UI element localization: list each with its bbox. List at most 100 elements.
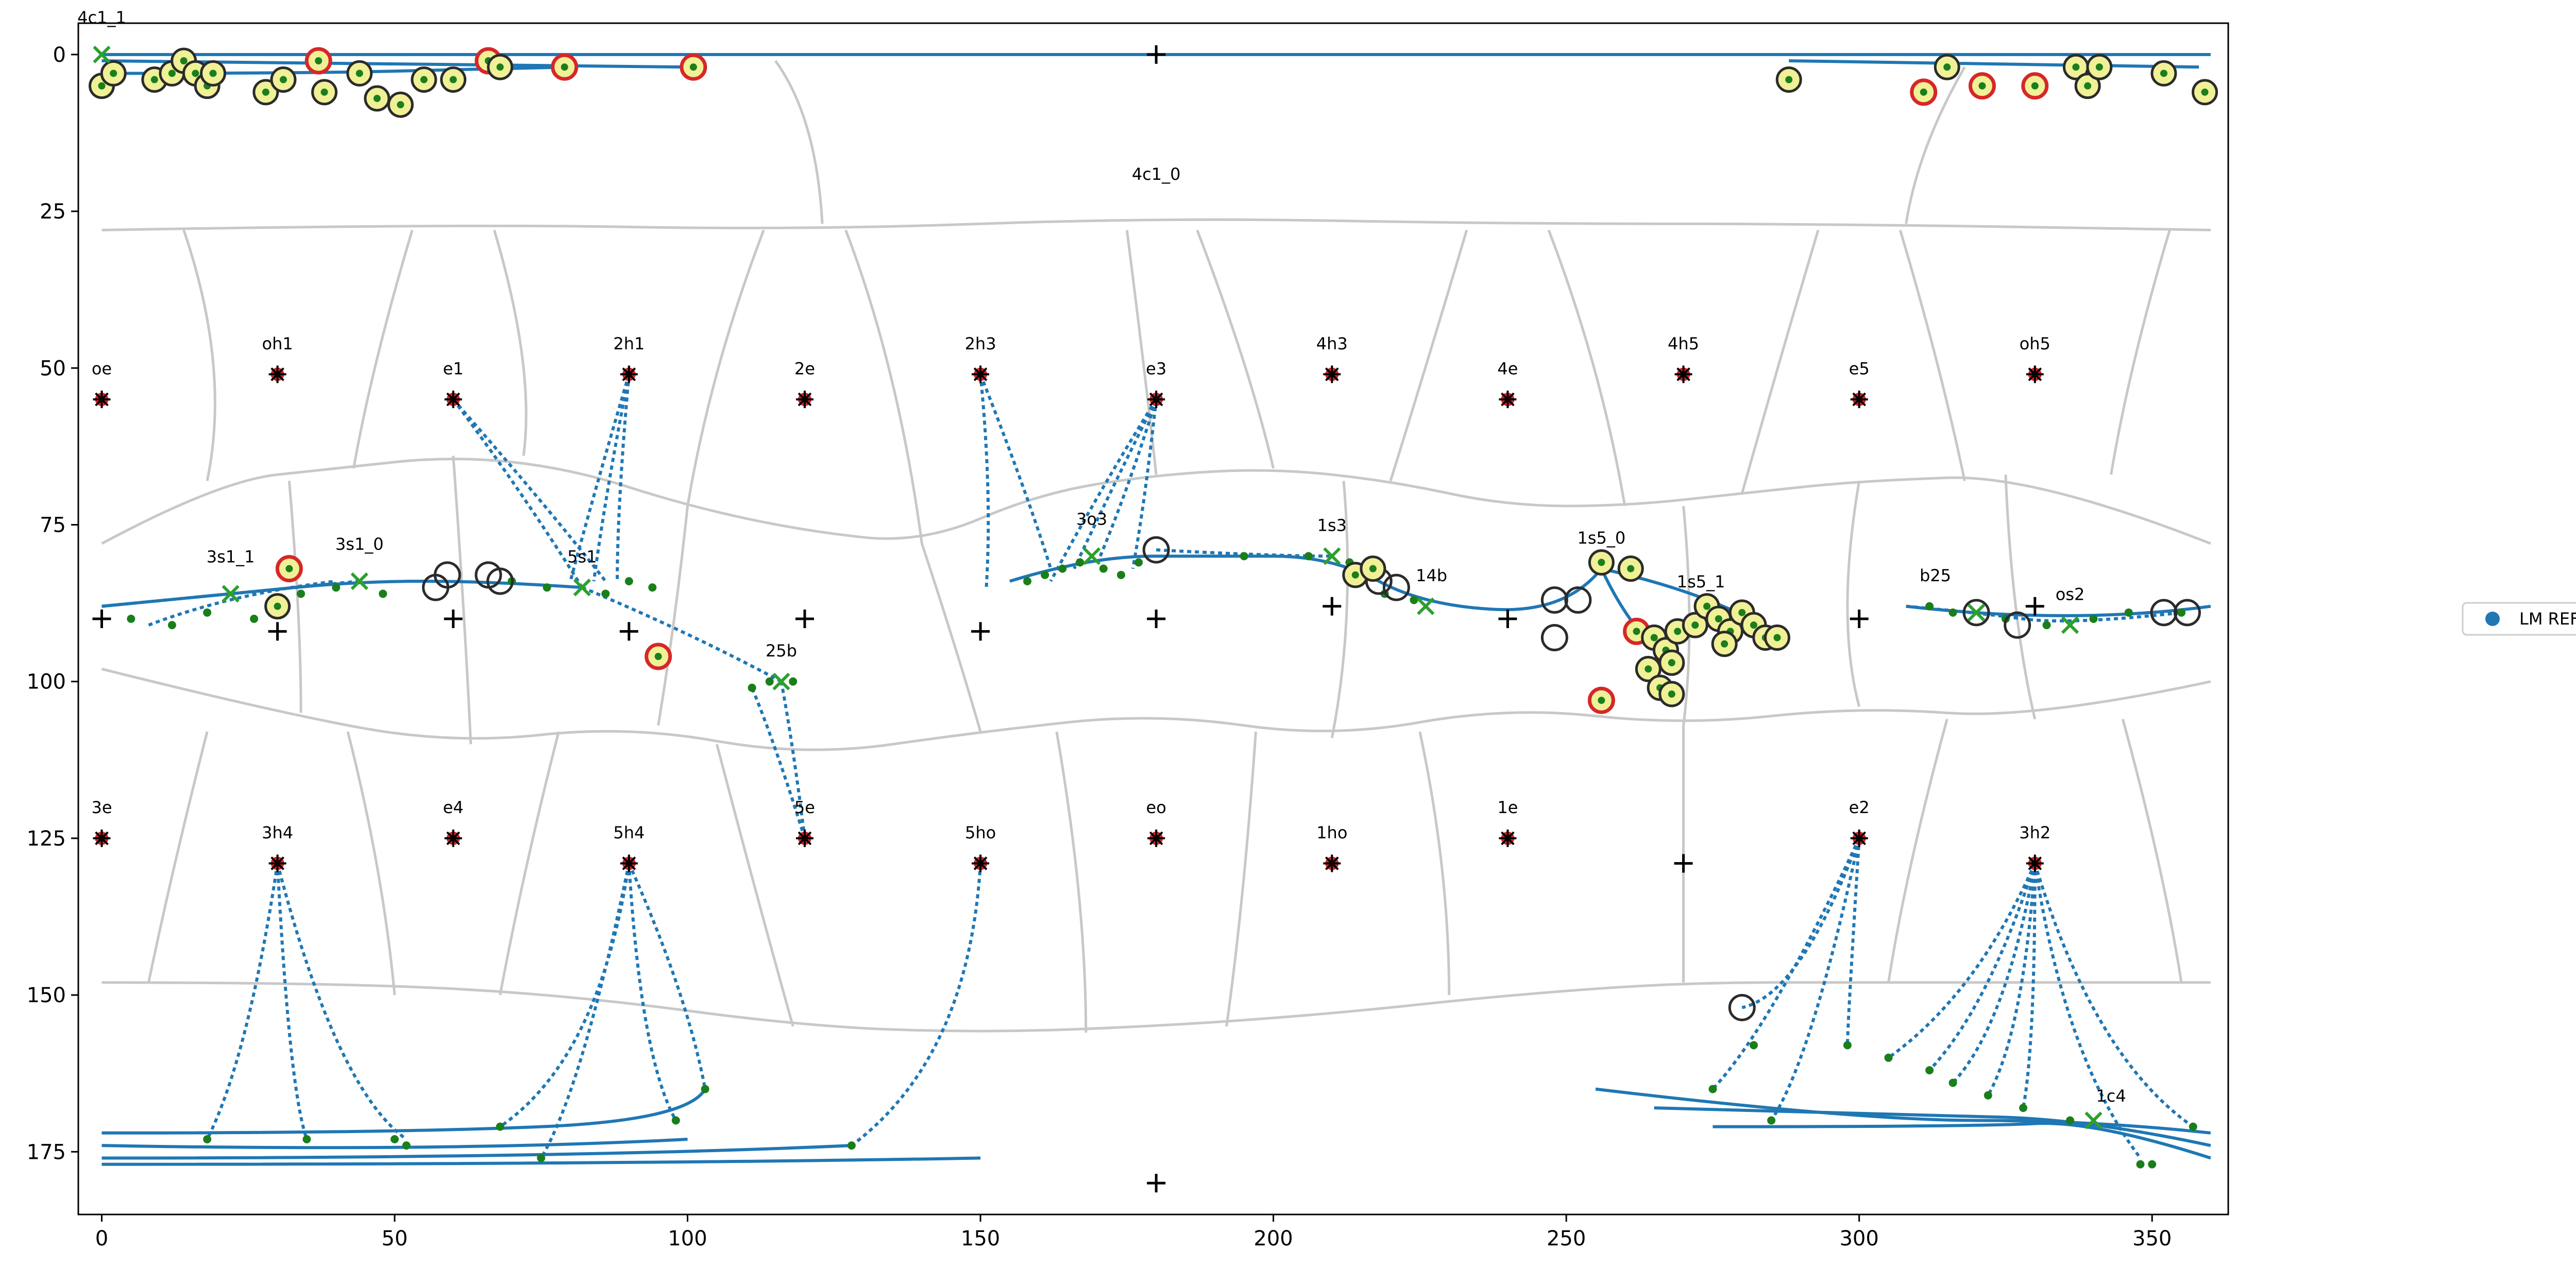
data-point xyxy=(1134,558,1143,567)
cross-marker xyxy=(268,622,287,641)
track-lines xyxy=(101,53,2211,1166)
point-center xyxy=(180,57,188,65)
data-point xyxy=(496,1122,504,1131)
legend-label: LM REFERENCE xyxy=(2519,609,2576,629)
dashed-track xyxy=(750,687,806,839)
star-stroke xyxy=(1676,367,1690,381)
circled-point xyxy=(1711,631,1738,657)
region-label: 4h3 xyxy=(1316,334,1348,353)
circled-point xyxy=(2086,54,2113,80)
data-point xyxy=(332,583,341,592)
star-marker xyxy=(444,829,462,847)
legend-box xyxy=(2462,602,2576,636)
data-point xyxy=(2136,1160,2145,1169)
region-label: e2 xyxy=(1849,798,1870,817)
data-point xyxy=(1076,558,1084,567)
point-center xyxy=(449,76,457,83)
dashed-track xyxy=(1928,863,2037,1072)
dashed-track xyxy=(539,863,631,1159)
cell-borders xyxy=(101,60,2211,1033)
cell-border xyxy=(499,731,560,995)
dashed-track xyxy=(499,863,631,1128)
region-label: 4c1_1 xyxy=(77,8,126,27)
data-point xyxy=(402,1141,411,1150)
point-center xyxy=(1785,76,1793,83)
region-label: 3h2 xyxy=(2019,823,2050,842)
point-center xyxy=(1627,565,1635,572)
x-tick-label: 250 xyxy=(1547,1227,1586,1251)
open-ring xyxy=(422,573,450,601)
dashed-track xyxy=(851,863,982,1147)
star-marker xyxy=(972,365,990,383)
point-center xyxy=(168,70,176,77)
x-marker xyxy=(2061,616,2079,634)
star-marker xyxy=(620,365,638,383)
data-point xyxy=(2177,608,2186,617)
open-ring xyxy=(2173,599,2201,627)
circled-point xyxy=(2021,72,2049,100)
x-tick-label: 300 xyxy=(1839,1227,1878,1251)
point-center xyxy=(1691,621,1699,629)
star-marker xyxy=(795,829,814,847)
star-marker xyxy=(1499,391,1517,409)
dashed-track xyxy=(276,863,408,1141)
point-center xyxy=(1633,628,1640,635)
region-label: e3 xyxy=(1146,359,1166,378)
circled-point xyxy=(411,66,437,93)
cross-marker xyxy=(971,622,990,641)
cross-marker xyxy=(1498,610,1517,628)
data-point xyxy=(1843,1041,1852,1050)
circled-point xyxy=(680,53,707,81)
circled-point xyxy=(2192,79,2218,106)
point-center xyxy=(2160,70,2167,77)
region-label: 1s3 xyxy=(1317,516,1347,535)
dashed-track xyxy=(452,398,584,588)
dashed-track xyxy=(206,863,279,1140)
data-point xyxy=(250,615,259,623)
x-tick-label: 150 xyxy=(961,1227,1000,1251)
point-center xyxy=(397,101,404,109)
region-label: eo xyxy=(1146,798,1166,817)
point-center xyxy=(689,63,697,71)
dashed-track xyxy=(979,374,990,588)
dashed-track xyxy=(1887,863,2037,1059)
solid-track xyxy=(1595,1087,2211,1135)
x-marker xyxy=(1082,547,1101,565)
open-ring xyxy=(1962,599,1990,627)
solid-track xyxy=(101,1144,852,1160)
point-center xyxy=(1369,565,1377,572)
dashed-track xyxy=(2022,863,2037,1108)
data-point xyxy=(1410,596,1418,604)
cross-marker xyxy=(1674,854,1693,873)
cell-border xyxy=(2121,719,2183,983)
point-center xyxy=(315,57,323,65)
solid-track xyxy=(101,579,583,608)
point-center xyxy=(1645,665,1652,673)
open-ring xyxy=(1540,586,1568,614)
cell-border xyxy=(1547,229,1626,507)
star-stroke xyxy=(446,831,461,846)
circled-point xyxy=(1658,649,1685,676)
cross-marker xyxy=(1323,597,1342,616)
data-point xyxy=(297,589,306,598)
region-label: 1s5_0 xyxy=(1577,528,1625,548)
cross-marker xyxy=(444,610,463,628)
cell-border xyxy=(920,543,982,732)
x-marker xyxy=(1967,603,1986,621)
x-marker xyxy=(573,579,591,597)
region-label: 1c4 xyxy=(2096,1086,2126,1106)
cross-marker xyxy=(795,610,814,628)
circled-point xyxy=(275,555,303,583)
dashed-track xyxy=(1131,399,1158,569)
circled-point xyxy=(264,593,291,620)
dashed-track xyxy=(1711,837,1861,1090)
circled-point xyxy=(1635,655,1662,682)
point-center xyxy=(2095,63,2103,71)
circled-point xyxy=(645,643,672,670)
dashed-track xyxy=(1952,863,2037,1084)
point-center xyxy=(2072,63,2080,71)
data-point xyxy=(2065,1116,2074,1125)
solid-track xyxy=(101,1088,707,1135)
region-label: oh1 xyxy=(262,334,293,353)
